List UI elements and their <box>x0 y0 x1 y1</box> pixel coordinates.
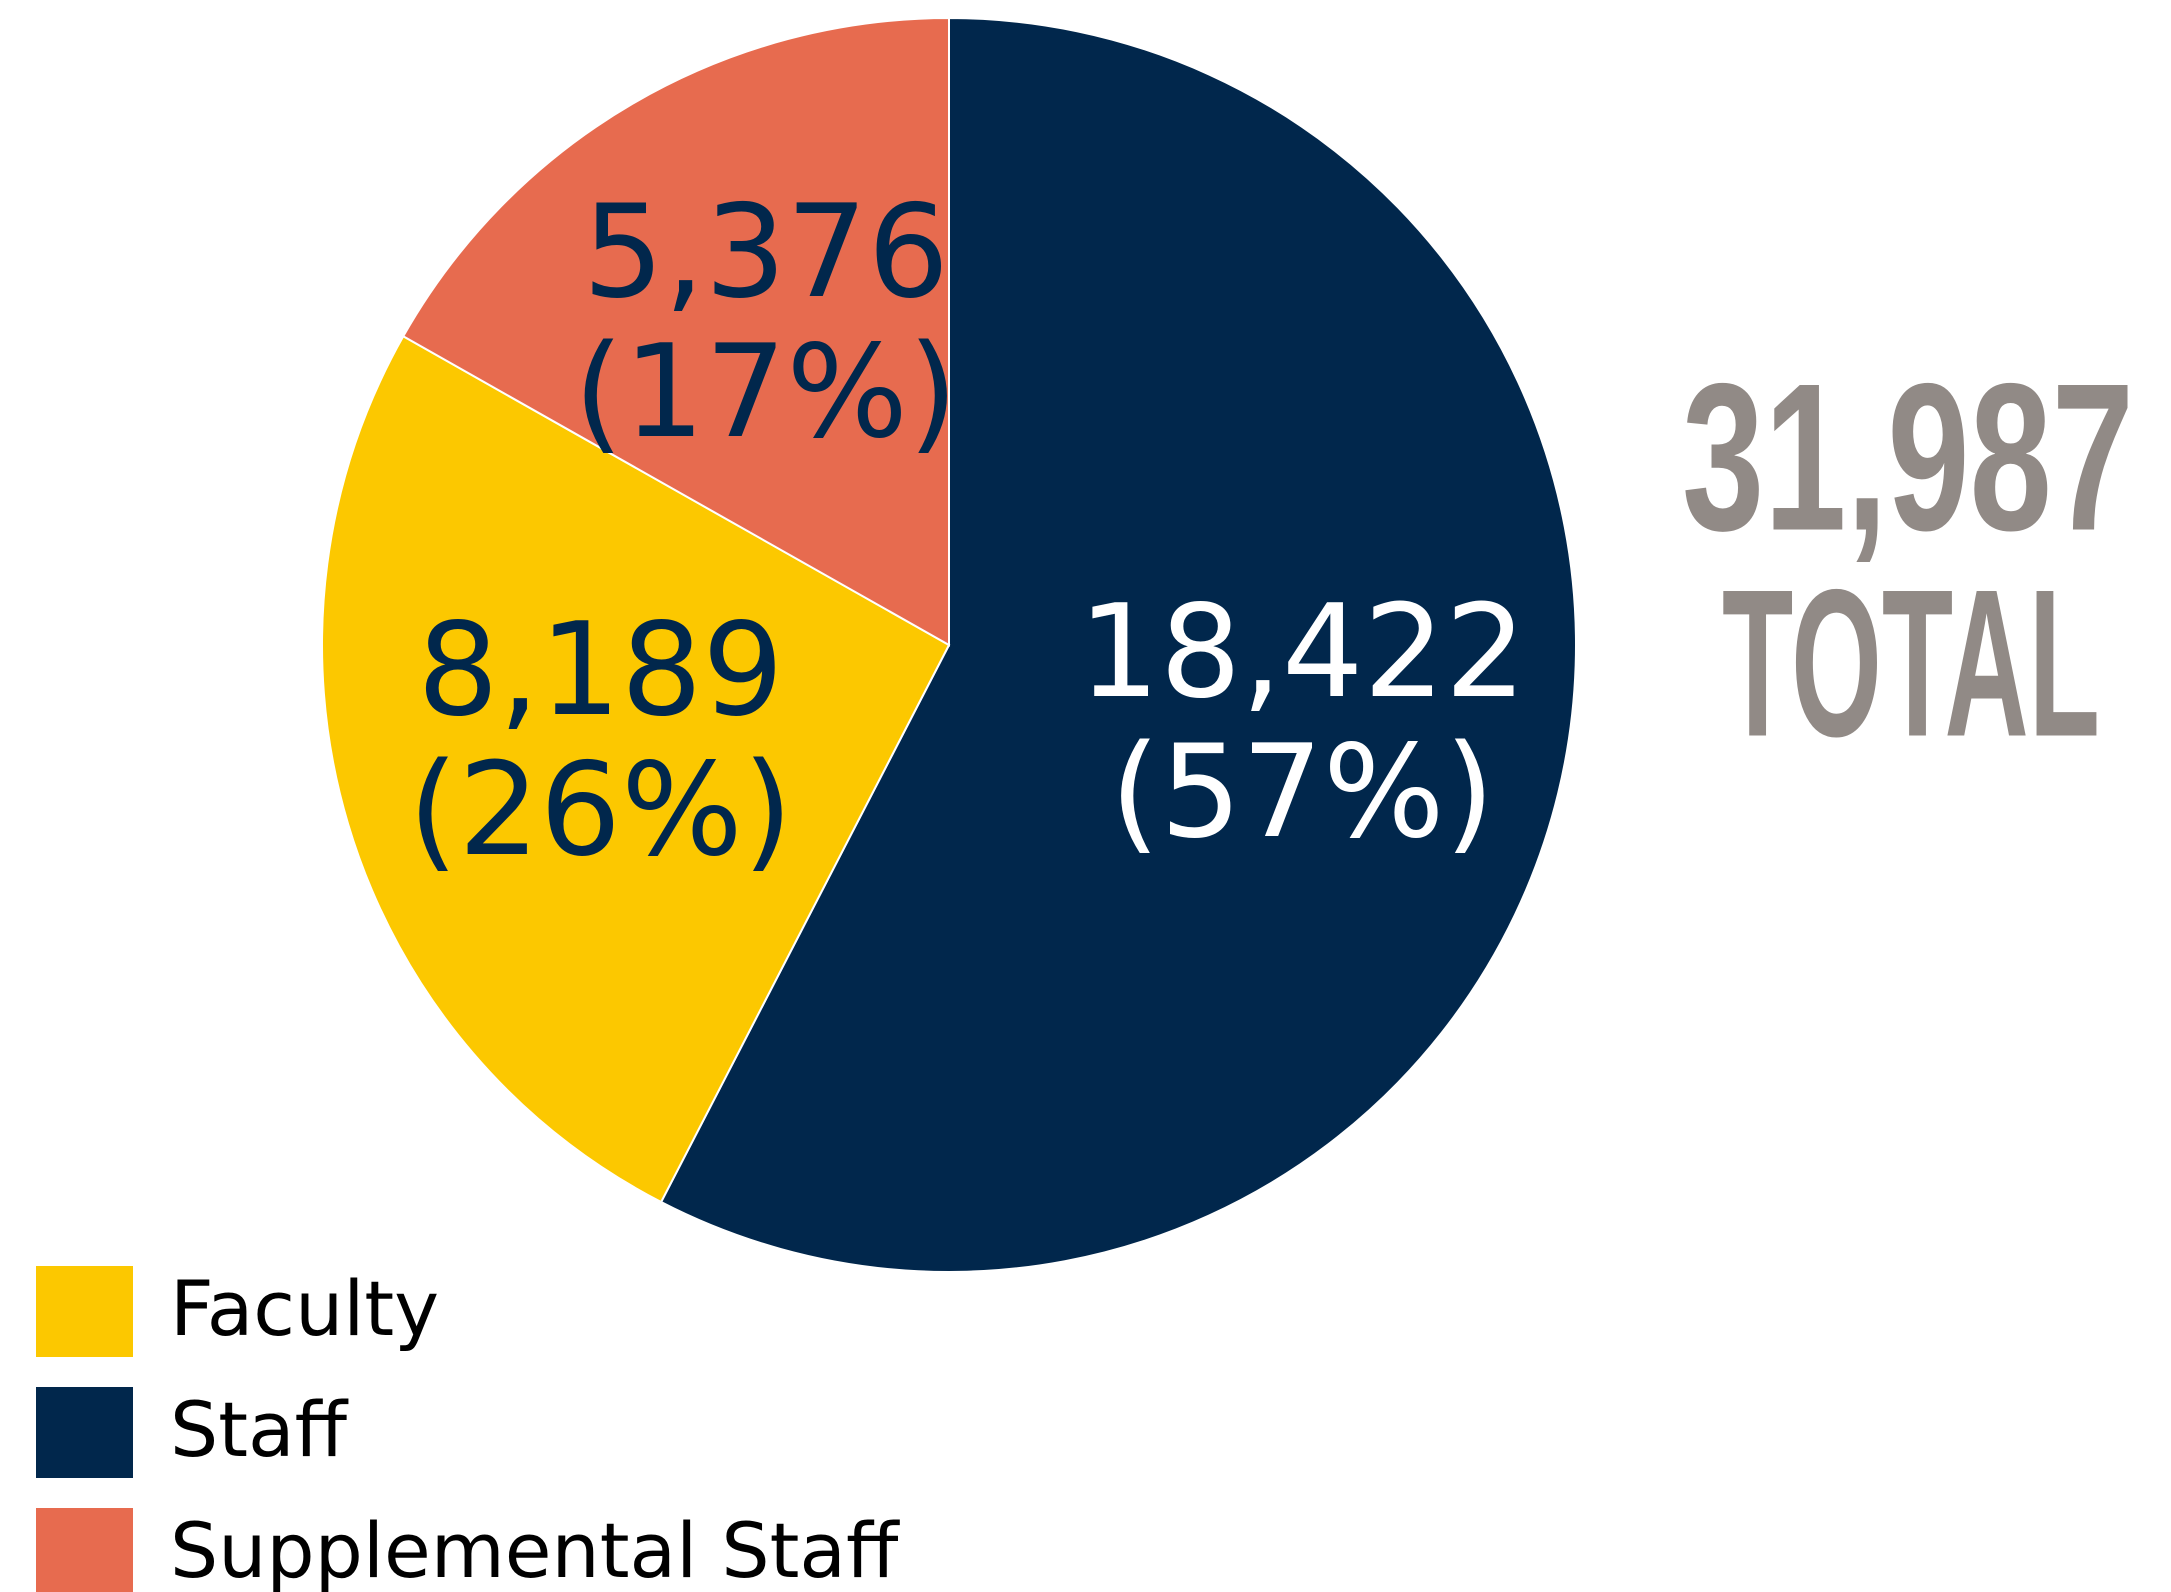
percent-label: (57%) <box>1110 718 1494 867</box>
percent-label: (17%) <box>574 318 958 467</box>
value-label: 18,422 <box>1078 578 1526 727</box>
pie-slice <box>659 16 1577 1273</box>
percent-label: (26%) <box>408 736 792 885</box>
legend-swatch <box>36 1387 133 1478</box>
pie-slice <box>401 16 950 647</box>
legend-label: Staff <box>170 1385 349 1474</box>
legend-swatch <box>36 1508 133 1592</box>
legend-label: Supplemental Staff <box>170 1506 900 1592</box>
value-label: 8,189 <box>417 596 783 745</box>
legend-swatch <box>36 1266 133 1357</box>
total-value: 31,987 <box>1682 339 2134 574</box>
pie-slice <box>321 334 951 1204</box>
legend-label: Faculty <box>170 1264 439 1353</box>
total-caption: TOTAL <box>1722 545 2100 780</box>
value-label: 5,376 <box>583 178 949 327</box>
